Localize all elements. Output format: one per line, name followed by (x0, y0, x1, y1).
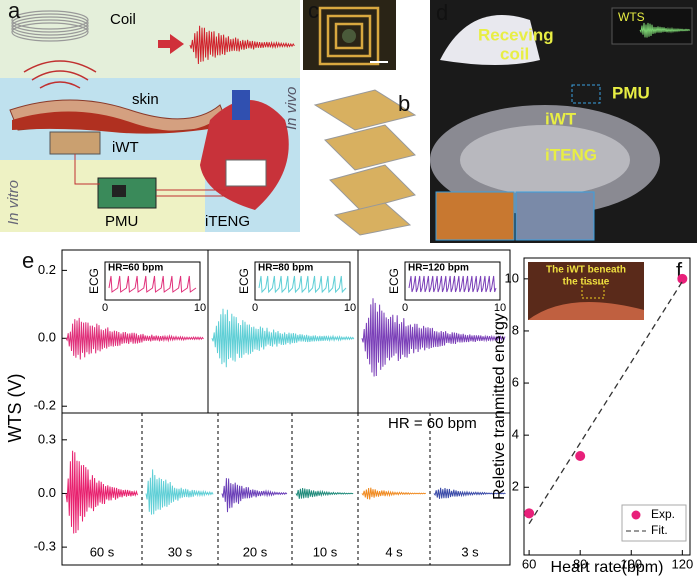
label: iWT (545, 109, 577, 128)
y-axis-title: Reletive tranmitted energy (491, 313, 508, 500)
waveform (362, 488, 426, 500)
segment-label: 30 s (168, 544, 193, 559)
inset-title: HR=120 bpm (408, 263, 469, 274)
waveform (296, 488, 353, 499)
inset-x-tick-label: 0 (402, 302, 408, 314)
legend-label: Fit. (651, 523, 668, 537)
point (524, 508, 534, 518)
label: In vitro (5, 180, 22, 225)
label: PMU (105, 213, 138, 230)
y-tick-label: 0.3 (38, 431, 56, 446)
panel-b: b (315, 90, 415, 235)
waveform (362, 298, 505, 376)
segment-label: 3 s (461, 544, 479, 559)
inset-x-tick-label: 10 (494, 302, 506, 314)
y-tick-label: 6 (512, 374, 519, 389)
segment-label: 10 s (313, 544, 338, 559)
panel-label: b (398, 91, 410, 116)
panel-a: a Coil skin iWT In vitro In vivo PMU iTE… (0, 0, 300, 232)
segment-label: 60 s (90, 544, 115, 559)
label: WTS (618, 10, 645, 24)
y-tick-label: -0.3 (34, 539, 56, 554)
inset-title: HR=60 bpm (108, 263, 163, 274)
segment-label: 4 s (385, 544, 403, 559)
panel-label: c (308, 0, 319, 23)
label: Receving (478, 25, 554, 44)
x-tick-label: 120 (671, 556, 693, 571)
waveform (212, 309, 354, 368)
inset-text: the tissue (563, 277, 610, 288)
waveform (66, 318, 204, 360)
inset-x-tick-label: 10 (344, 302, 356, 314)
panel-label: d (436, 0, 448, 25)
label: In vivo (283, 87, 300, 130)
y-tick-label: 0.0 (38, 330, 56, 345)
inset-y-label: ECG (87, 268, 101, 294)
annotation: HR = 60 bpm (388, 415, 477, 432)
legend-swatch (632, 511, 641, 520)
y-tick-label: -0.2 (34, 398, 56, 413)
legend-label: Exp. (651, 507, 675, 521)
y-tick-label: 10 (505, 270, 519, 285)
segment-label: 20 s (243, 544, 268, 559)
label: iTENG (205, 213, 250, 230)
waveform (66, 451, 138, 534)
inset-x-tick-label: 10 (194, 302, 206, 314)
label: skin (132, 91, 159, 108)
panel-label: e (22, 248, 34, 273)
inset-x-tick-label: 0 (102, 302, 108, 314)
y-tick-label: 8 (512, 322, 519, 337)
waveform (222, 478, 287, 512)
label: iWT (112, 139, 139, 156)
inset-x-tick-label: 0 (252, 302, 258, 314)
x-tick-label: 60 (522, 556, 536, 571)
x-axis-title: Heart rate(bpm) (551, 559, 664, 576)
inset-y-label: ECG (237, 268, 251, 294)
waveform (146, 469, 213, 514)
y-tick-label: 0.2 (38, 262, 56, 277)
panel-c: c (303, 0, 396, 70)
point (575, 451, 585, 461)
inset-title: HR=80 bpm (258, 263, 313, 274)
y-tick-label: 4 (512, 427, 519, 442)
plot-frame (62, 413, 510, 565)
inset-text: The iWT beneath (546, 265, 626, 276)
y-axis-title: WTS (V) (5, 374, 25, 443)
label: PMU (612, 83, 650, 102)
label: iTENG (545, 145, 597, 164)
label: coil (500, 44, 529, 63)
label: Coil (110, 11, 136, 28)
y-tick-label: 2 (512, 479, 519, 494)
y-tick-label: 0.0 (38, 485, 56, 500)
panel-label: a (8, 0, 21, 23)
inset-y-label: ECG (387, 268, 401, 294)
figure: a Coil skin iWT In vitro In vivo PMU iTE… (0, 0, 697, 576)
panel-d: d Receving coil WTS PMU iWT iTENG (430, 0, 697, 243)
